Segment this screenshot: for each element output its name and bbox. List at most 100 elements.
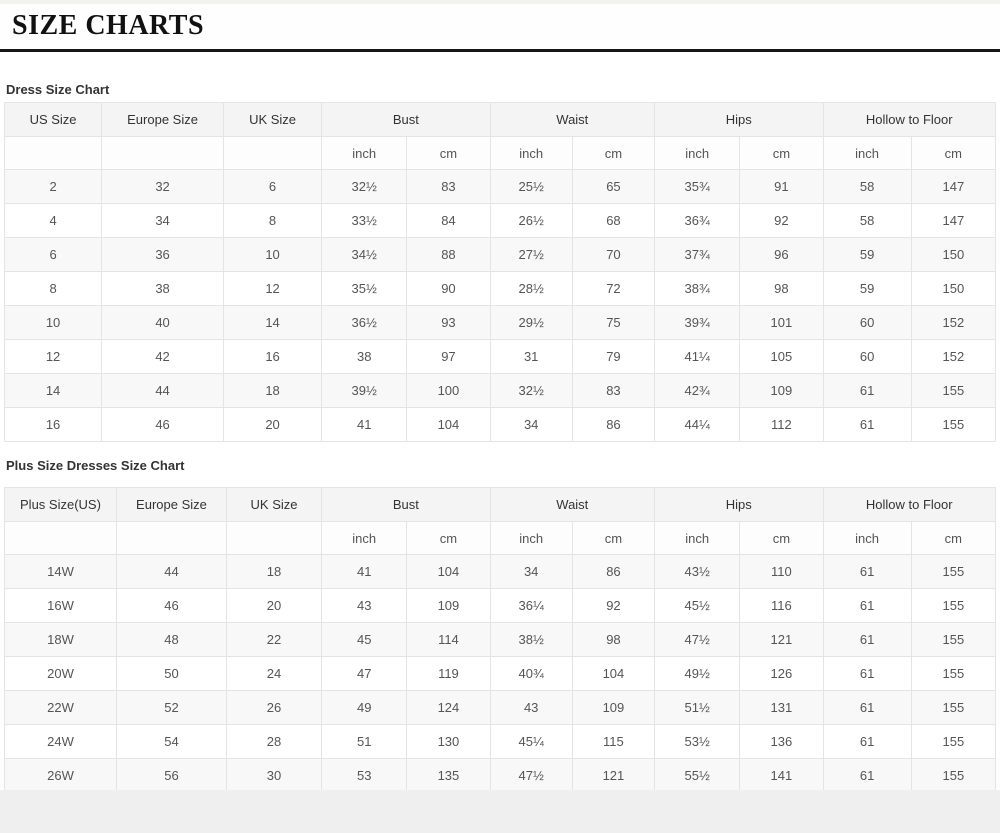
table-cell: 46	[101, 407, 224, 442]
table-cell: 58	[822, 203, 912, 238]
charts-container: Dress Size Chart US Size Europe Size UK Si…	[0, 82, 1000, 793]
size-column-header: Europe Size	[115, 487, 227, 522]
size-column-header: UK Size	[225, 487, 323, 522]
table-cell: 28½	[489, 271, 573, 306]
table-cell: 16	[3, 407, 103, 442]
unit-header: inch	[489, 136, 573, 170]
unit-header: cm	[910, 521, 997, 555]
table-cell: 26½	[489, 203, 573, 238]
table-row: 6 36 10 34½ 88 27½ 70 37¾ 96 59 150	[3, 237, 997, 272]
table-cell: 8	[222, 203, 323, 238]
table-cell: 48	[115, 622, 227, 657]
table-cell: 20	[222, 407, 323, 442]
table-cell: 100	[406, 373, 491, 408]
table-cell: 56	[115, 758, 227, 793]
table-cell: 46	[115, 588, 227, 623]
table-cell: 20	[225, 588, 323, 623]
table-cell: 124	[406, 690, 491, 725]
table-cell: 135	[406, 758, 491, 793]
table-cell: 31	[489, 339, 573, 374]
unit-header: inch	[654, 136, 741, 170]
measure-group-header: Hollow to Floor	[822, 487, 996, 522]
measure-group-header: Hips	[654, 102, 824, 137]
measure-group-header: Hollow to Floor	[822, 102, 996, 137]
unit-header: cm	[406, 521, 491, 555]
header-group-row: US Size Europe Size UK Size Bust Waist Hips Ho…	[3, 102, 996, 137]
table-cell: 79	[571, 339, 656, 374]
page-title: SIZE CHARTS	[12, 10, 205, 41]
table-cell: 12	[3, 339, 103, 374]
size-column-header: UK Size	[222, 102, 323, 137]
table-body: 2 32 6 32½ 83 25½ 65 35¾ 91 58 147 4 34 8 33½ 84 26½ 68 36…	[3, 169, 997, 442]
header-group-row: Plus Size(US) Europe Size UK Size Bust Waist…	[4, 487, 996, 522]
table-caption: Dress Size Chart	[6, 82, 110, 97]
table-cell: 121	[739, 622, 824, 657]
table-cell: 32	[101, 169, 224, 204]
table-cell: 61	[822, 588, 912, 623]
table-cell: 72	[571, 271, 656, 306]
table-cell: 84	[406, 203, 491, 238]
unit-header: inch	[321, 521, 408, 555]
table-cell: 130	[406, 724, 491, 759]
table-cell: 33½	[321, 203, 408, 238]
table-body: 14W 44 18 41 104 34 86 43½ 110 61 155 16W 46 20 43 109 3…	[4, 554, 997, 793]
table-cell: 54	[115, 724, 227, 759]
table-cell: 152	[910, 339, 997, 374]
table-row: 22W 52 26 49 124 43 109 51½ 131 61 155	[4, 690, 997, 725]
table-cell: 141	[739, 758, 824, 793]
table-cell: 38½	[489, 622, 573, 657]
table-cell: 65	[571, 169, 656, 204]
unit-header: inch	[489, 521, 573, 555]
unit-header: cm	[571, 136, 656, 170]
table-caption: Plus Size Dresses Size Chart	[6, 458, 185, 473]
table-cell: 26	[225, 690, 323, 725]
table-cell: 34	[101, 203, 224, 238]
table-cell: 24W	[4, 724, 117, 759]
empty-header-cell	[222, 136, 323, 170]
table-cell: 83	[571, 373, 656, 408]
table-cell: 58	[822, 169, 912, 204]
table-cell: 14W	[4, 554, 117, 589]
table-cell: 47	[321, 656, 408, 691]
table-cell: 98	[571, 622, 656, 657]
table-cell: 6	[222, 169, 323, 204]
table-cell: 109	[739, 373, 824, 408]
table-cell: 93	[406, 305, 491, 340]
table-cell: 147	[910, 169, 997, 204]
size-chart-table: US Size Europe Size UK Size Bust Waist Hips Ho…	[3, 102, 997, 442]
unit-header: inch	[822, 136, 912, 170]
measure-group-header: Waist	[489, 102, 656, 137]
empty-header-cell	[225, 521, 323, 555]
table-cell: 40¾	[489, 656, 573, 691]
table-cell: 61	[822, 622, 912, 657]
table-cell: 35¾	[654, 169, 741, 204]
table-cell: 52	[115, 690, 227, 725]
table-row: 4 34 8 33½ 84 26½ 68 36¾ 92 58 147	[3, 203, 997, 238]
table-cell: 30	[225, 758, 323, 793]
table-cell: 36	[101, 237, 224, 272]
header-unit-row: inch cm inch cm inch cm inch cm	[3, 136, 997, 170]
table-row: 14W 44 18 41 104 34 86 43½ 110 61 155	[4, 554, 997, 589]
table-cell: 86	[571, 407, 656, 442]
table-cell: 150	[910, 237, 997, 272]
table-cell: 32½	[321, 169, 408, 204]
table-cell: 91	[739, 169, 824, 204]
table-cell: 105	[739, 339, 824, 374]
table-cell: 22	[225, 622, 323, 657]
table-row: 16 46 20 41 104 34 86 44¼ 112 61 155	[3, 407, 997, 442]
table-cell: 110	[739, 554, 824, 589]
unit-header: cm	[739, 521, 824, 555]
table-cell: 41	[321, 407, 408, 442]
table-cell: 38	[101, 271, 224, 306]
table-cell: 88	[406, 237, 491, 272]
table-cell: 2	[3, 169, 103, 204]
table-cell: 18W	[4, 622, 117, 657]
table-cell: 83	[406, 169, 491, 204]
table-cell: 155	[910, 407, 997, 442]
table-cell: 4	[3, 203, 103, 238]
table-cell: 109	[406, 588, 491, 623]
table-row: 26W 56 30 53 135 47½ 121 55½ 141 61 155	[4, 758, 997, 793]
size-chart-section: Plus Size Dresses Size Chart Plus Size(U…	[4, 458, 997, 793]
table-cell: 119	[406, 656, 491, 691]
table-cell: 114	[406, 622, 491, 657]
